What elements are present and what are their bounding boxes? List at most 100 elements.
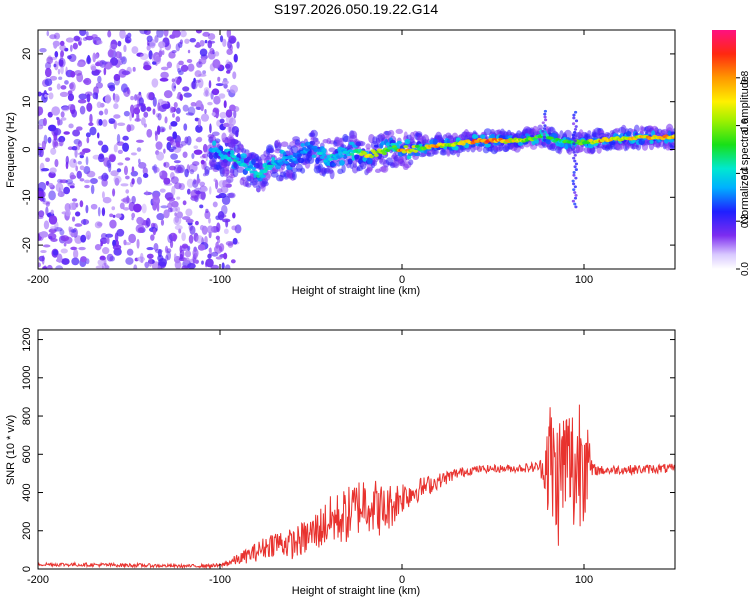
spectrogram-noise-blob	[86, 170, 96, 178]
spectrogram-noise-blob	[73, 35, 81, 42]
spectrogram-noise-blob	[107, 49, 114, 58]
spectrogram-noise-blob	[205, 258, 214, 268]
spectrogram-noise-blob	[128, 233, 137, 244]
spectrogram-noise-blob	[187, 262, 196, 269]
spectrogram-ridge-blob	[300, 143, 305, 147]
spectrogram-noise-blob	[38, 262, 41, 268]
spectrogram-noise-blob	[161, 128, 165, 132]
spectrogram-noise-blob	[189, 225, 196, 235]
spectrogram-ridge-blob	[234, 157, 240, 161]
spectrogram-ridge-blob	[315, 157, 320, 164]
spectrogram-noise-blob	[136, 256, 145, 262]
spectrogram-ridge-blob	[439, 149, 448, 156]
spectrogram-noise-blob	[100, 174, 104, 181]
spectrogram-noise-blob	[191, 152, 195, 160]
spectrogram-noise-blob	[145, 190, 149, 196]
spectrogram-noise-blob	[60, 111, 65, 118]
spectrogram-noise-blob	[159, 188, 166, 193]
spectrogram-noise-blob	[83, 165, 91, 175]
colorbar-tick-label: 0.2	[740, 214, 750, 228]
spectrogram-noise-blob	[142, 167, 148, 175]
spectrogram-noise-blob	[125, 175, 130, 180]
spectrogram-streak-blob	[571, 199, 576, 203]
spectrogram-ridge-blob	[349, 152, 355, 156]
spectrogram-noise-blob	[228, 192, 236, 199]
spectrogram-noise-blob	[90, 184, 95, 195]
spectrogram-streak-blob	[573, 191, 577, 194]
spectrogram-noise-blob	[204, 109, 207, 114]
spectrogram-noise-blob	[169, 239, 174, 249]
spectrogram-noise-blob	[146, 106, 152, 112]
spectrogram-noise-blob	[172, 131, 178, 140]
spectrogram-noise-blob	[171, 50, 177, 54]
spectrogram-noise-blob	[179, 39, 184, 45]
spectrogram-noise-blob	[234, 130, 239, 137]
spectrogram-streak-blob	[572, 113, 576, 117]
spectrogram-noise-blob	[131, 178, 135, 185]
spectrogram-ridge-blob	[577, 146, 585, 153]
spectrogram-noise-blob	[146, 45, 151, 51]
spectrogram-ridge-blob	[368, 155, 374, 159]
spectrogram-noise-blob	[84, 184, 90, 189]
spectrogram-noise-blob	[164, 245, 169, 254]
snr-axes-frame	[37, 329, 676, 570]
spectrogram-noise-blob	[86, 93, 91, 103]
spectrogram-y-axis-label: Frequency (Hz)	[5, 112, 17, 188]
spectrogram-noise-region	[38, 30, 242, 269]
spectrogram-noise-blob	[178, 228, 182, 234]
spectrogram-noise-blob	[43, 265, 48, 269]
spectrogram-noise-blob	[93, 40, 97, 45]
spectrogram-noise-blob	[60, 248, 68, 254]
spectrogram-ridge-blob	[396, 140, 402, 145]
snr-y-tick-label: 400	[21, 483, 33, 501]
spectrogram-ridge-blob	[280, 141, 289, 148]
spectrogram-noise-blob	[219, 118, 225, 124]
spectrogram-noise-blob	[195, 30, 202, 34]
spectrogram-noise-blob	[46, 30, 50, 37]
spectrogram-noise-blob	[109, 44, 118, 49]
spectrogram-streak-blob	[542, 132, 546, 136]
spectrogram-noise-blob	[112, 244, 122, 251]
spectrogram-noise-blob	[191, 80, 196, 90]
spectrogram-ridge-blob	[404, 138, 411, 145]
spectrogram-noise-blob	[141, 203, 147, 214]
spectrogram-streak-blob	[572, 150, 576, 154]
spectrogram-noise-blob	[221, 262, 225, 269]
spectrogram-noise-blob	[120, 183, 129, 187]
spectrogram-noise-blob	[166, 136, 174, 142]
spectrogram-ridge-blob	[337, 151, 343, 155]
spectrogram-noise-blob	[95, 265, 105, 269]
spectrogram-streak-blob	[574, 162, 579, 166]
spectrogram-noise-blob	[154, 35, 159, 43]
spectrogram-noise-blob	[232, 71, 237, 80]
spectrogram-noise-blob	[92, 92, 98, 100]
spectrogram-noise-blob	[122, 135, 129, 141]
spectrogram-noise-blob	[126, 248, 134, 256]
spectrogram-noise-blob	[76, 61, 85, 68]
spectrogram-noise-blob	[103, 257, 107, 267]
spectrogram-noise-blob	[181, 265, 189, 269]
spectrogram-noise-blob	[156, 125, 161, 135]
spectrogram-ridge-blob	[251, 158, 256, 165]
spectrogram-noise-blob	[43, 220, 50, 230]
spectrogram-noise-blob	[131, 46, 139, 54]
colorbar-tick-label: 0.0	[740, 262, 750, 276]
spectrogram-ridge-blob	[309, 140, 316, 146]
spectrogram-noise-blob	[146, 253, 154, 259]
spectrogram-ridge-blob	[380, 149, 386, 153]
spectrogram-noise-blob	[213, 95, 221, 105]
spectrogram-noise-blob	[183, 257, 191, 264]
spectrogram-streak-blob	[571, 133, 576, 137]
colorbar-tick-label: 0.6	[740, 118, 750, 132]
spectrogram-noise-blob	[195, 106, 202, 111]
spectrogram-noise-blob	[189, 169, 195, 175]
spectrogram-noise-blob	[163, 90, 173, 99]
spectrogram-noise-blob	[85, 156, 89, 166]
spectrogram-noise-blob	[211, 88, 220, 96]
spectrogram-noise-blob	[230, 37, 236, 44]
spectrogram-noise-blob	[63, 131, 70, 135]
spectrogram-noise-blob	[109, 213, 114, 218]
spectrogram-noise-blob	[196, 178, 200, 185]
spectrogram-noise-blob	[148, 257, 153, 267]
spectrogram-noise-blob	[131, 166, 135, 173]
